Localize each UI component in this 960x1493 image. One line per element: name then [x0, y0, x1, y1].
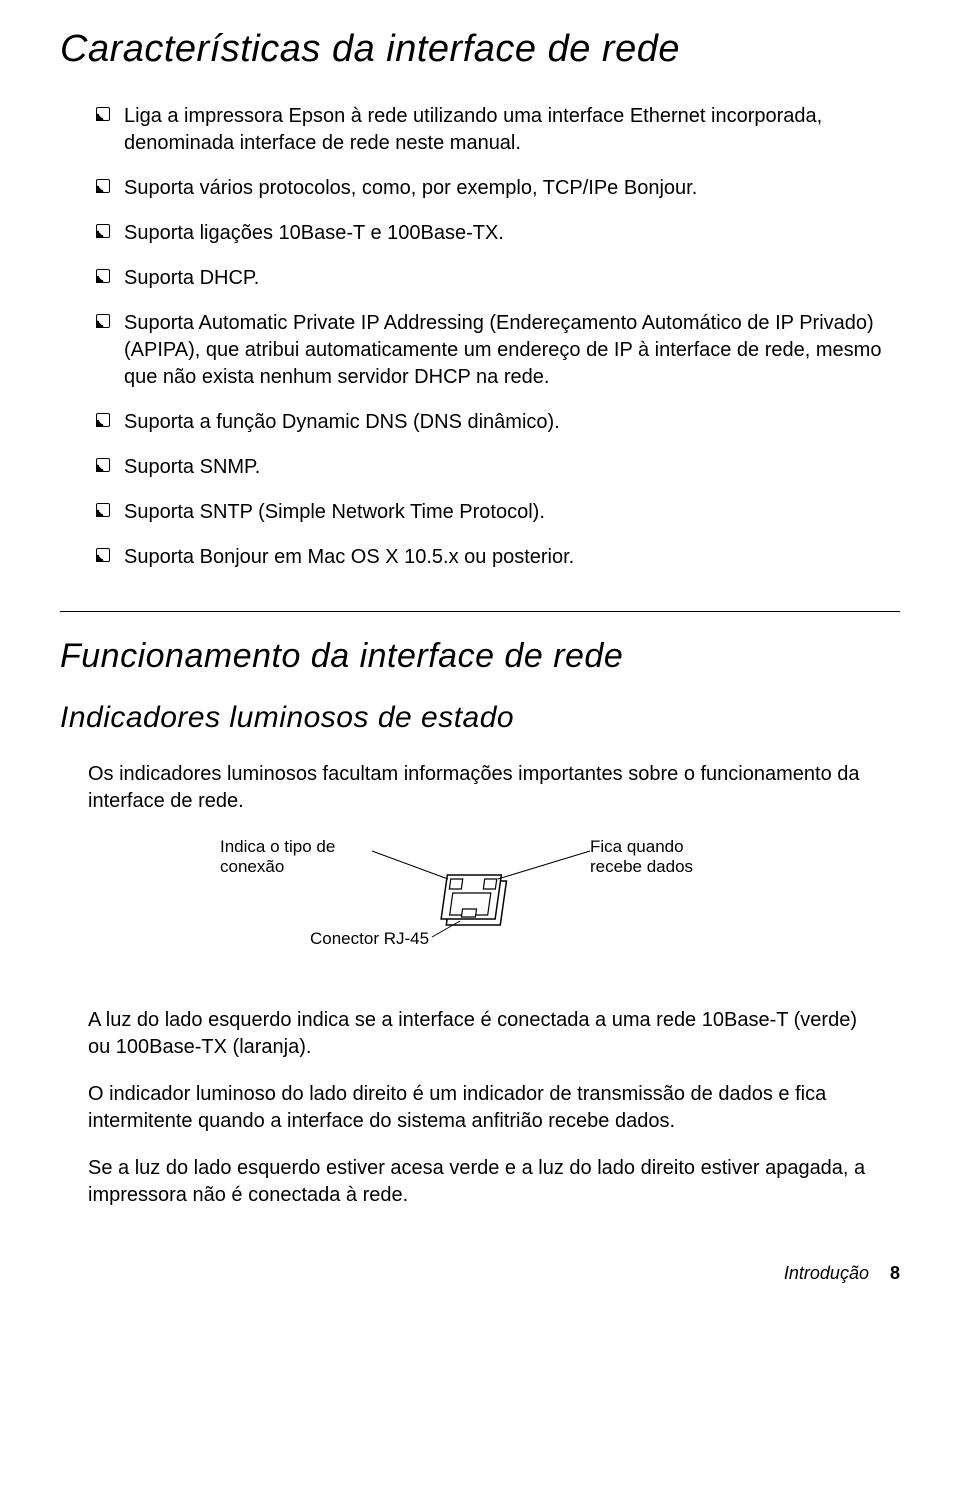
list-item: Suporta SNTP (Simple Network Time Protoc… [96, 499, 900, 526]
bullet-icon [96, 314, 110, 328]
list-item-text: Suporta ligações 10Base-T e 100Base-TX. [124, 222, 504, 244]
paragraph-not-connected: Se a luz do lado esquerdo estiver acesa … [88, 1155, 872, 1209]
list-item-text: Suporta Automatic Private IP Addressing … [124, 312, 881, 388]
diagram-label-bottom: Conector RJ-45 [310, 929, 429, 949]
bullet-icon [96, 503, 110, 517]
list-item-text: Suporta a função Dynamic DNS (DNS dinâmi… [124, 411, 560, 433]
list-item: Liga a impressora Epson à rede utilizand… [96, 103, 900, 157]
diagram-label-left: Indica o tipo de conexão [220, 837, 380, 878]
list-item-text: Liga a impressora Epson à rede utilizand… [124, 105, 822, 154]
paragraph-right-light: O indicador luminoso do lado direito é u… [88, 1081, 872, 1135]
list-item-text: Suporta DHCP. [124, 267, 259, 289]
bullet-icon [96, 548, 110, 562]
list-item: Suporta SNMP. [96, 454, 900, 481]
list-item-text: Suporta vários protocolos, como, por exe… [124, 177, 697, 199]
paragraph-intro: Os indicadores luminosos facultam inform… [88, 761, 872, 815]
footer-section-name: Introdução [784, 1263, 869, 1283]
bullet-icon [96, 224, 110, 238]
bullet-icon [96, 269, 110, 283]
section-divider [60, 611, 900, 612]
heading-status-indicators: Indicadores luminosos de estado [60, 698, 900, 739]
footer-page-number: 8 [890, 1263, 900, 1283]
paragraph-left-light: A luz do lado esquerdo indica se a inter… [88, 1007, 872, 1061]
heading-operation: Funcionamento da interface de rede [60, 634, 900, 680]
list-item-text: Suporta SNTP (Simple Network Time Protoc… [124, 501, 545, 523]
bullet-icon [96, 413, 110, 427]
list-item: Suporta Bonjour em Mac OS X 10.5.x ou po… [96, 544, 900, 571]
list-item: Suporta vários protocolos, como, por exe… [96, 175, 900, 202]
list-item-text: Suporta Bonjour em Mac OS X 10.5.x ou po… [124, 546, 574, 568]
list-item-text: Suporta SNMP. [124, 456, 260, 478]
bullet-icon [96, 107, 110, 121]
list-item: Suporta ligações 10Base-T e 100Base-TX. [96, 220, 900, 247]
rj45-icon [435, 863, 525, 943]
list-item: Suporta Automatic Private IP Addressing … [96, 310, 900, 391]
page-footer: Introdução 8 [60, 1261, 900, 1285]
feature-list: Liga a impressora Epson à rede utilizand… [60, 103, 900, 571]
bullet-icon [96, 458, 110, 472]
rj45-diagram: Indica o tipo de conexão Fica quando rec… [220, 837, 740, 977]
bullet-icon [96, 179, 110, 193]
heading-features: Características da interface de rede [60, 24, 900, 75]
list-item: Suporta DHCP. [96, 265, 900, 292]
diagram-label-right: Fica quando recebe dados [590, 837, 740, 878]
list-item: Suporta a função Dynamic DNS (DNS dinâmi… [96, 409, 900, 436]
